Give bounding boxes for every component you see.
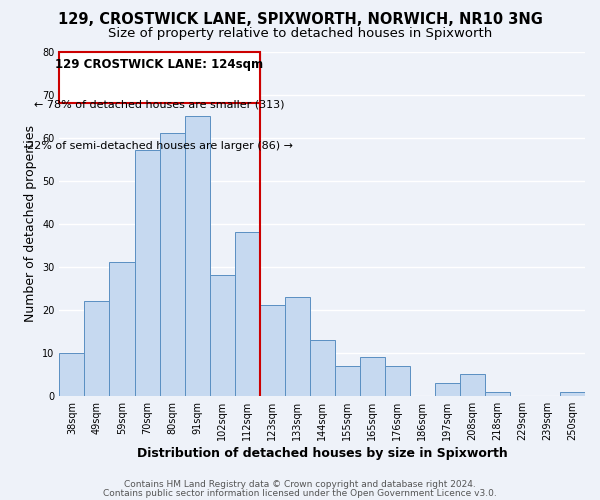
Bar <box>485 392 510 396</box>
Bar <box>460 374 485 396</box>
Bar <box>134 150 160 396</box>
Text: Contains public sector information licensed under the Open Government Licence v3: Contains public sector information licen… <box>103 488 497 498</box>
Bar <box>235 232 260 396</box>
Bar <box>284 297 310 396</box>
Text: Contains HM Land Registry data © Crown copyright and database right 2024.: Contains HM Land Registry data © Crown c… <box>124 480 476 489</box>
Text: 22% of semi-detached houses are larger (86) →: 22% of semi-detached houses are larger (… <box>26 141 293 151</box>
Bar <box>160 134 185 396</box>
Text: ← 78% of detached houses are smaller (313): ← 78% of detached houses are smaller (31… <box>34 100 285 110</box>
Text: Size of property relative to detached houses in Spixworth: Size of property relative to detached ho… <box>108 28 492 40</box>
Bar <box>310 340 335 396</box>
FancyBboxPatch shape <box>59 52 260 103</box>
Bar <box>385 366 410 396</box>
Bar <box>185 116 209 396</box>
Text: 129 CROSTWICK LANE: 124sqm: 129 CROSTWICK LANE: 124sqm <box>55 58 263 71</box>
Bar <box>360 357 385 396</box>
Bar <box>85 301 109 396</box>
Bar <box>59 353 85 396</box>
X-axis label: Distribution of detached houses by size in Spixworth: Distribution of detached houses by size … <box>137 447 508 460</box>
Bar <box>435 383 460 396</box>
Y-axis label: Number of detached properties: Number of detached properties <box>23 125 37 322</box>
Bar <box>109 262 134 396</box>
Bar <box>335 366 360 396</box>
Text: 129, CROSTWICK LANE, SPIXWORTH, NORWICH, NR10 3NG: 129, CROSTWICK LANE, SPIXWORTH, NORWICH,… <box>58 12 542 28</box>
Bar <box>560 392 585 396</box>
Bar <box>260 306 284 396</box>
Bar <box>209 276 235 396</box>
